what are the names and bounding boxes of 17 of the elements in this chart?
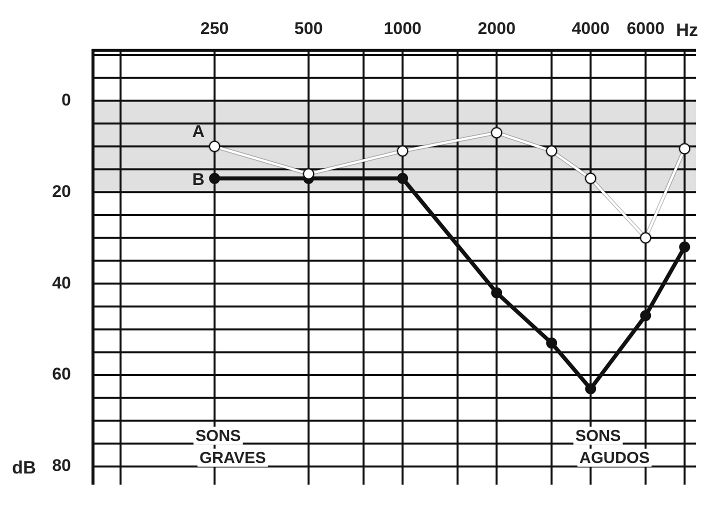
x-tick-label: 2000 <box>478 18 516 38</box>
y-tick-label: 20 <box>52 182 71 201</box>
series-label: A <box>192 122 205 142</box>
annotation: SONS GRAVES <box>196 428 266 467</box>
y-tick-label: 60 <box>52 364 71 384</box>
series-label: B <box>192 170 205 190</box>
y-axis-title: dB <box>12 457 36 478</box>
y-tick-label: 0 <box>62 90 71 110</box>
x-tick-label: 500 <box>294 18 323 38</box>
annotation: SONS AGUDOS <box>575 428 650 467</box>
x-tick-label: 6000 <box>626 18 665 38</box>
y-tick-label: 40 <box>52 273 71 292</box>
x-axis-title: Hz <box>676 20 698 40</box>
x-tick-label: 250 <box>200 18 229 38</box>
x-tick-label: 4000 <box>572 18 610 38</box>
x-tick-label: 1000 <box>384 18 422 38</box>
y-tick-label: 80 <box>52 456 71 476</box>
